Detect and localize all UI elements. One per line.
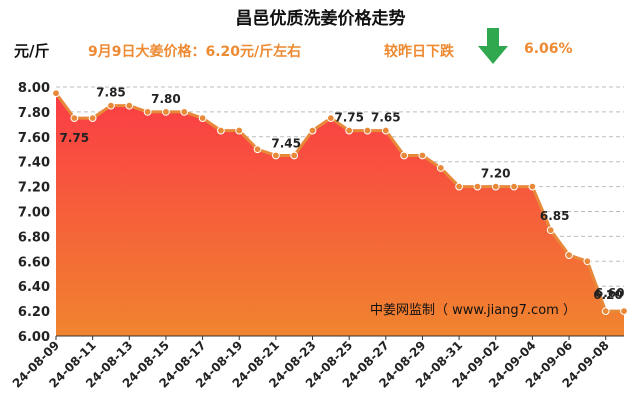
data-label: 6.60 bbox=[595, 286, 625, 300]
y-tick-label: 7.00 bbox=[18, 206, 50, 221]
y-tick-label: 6.40 bbox=[18, 280, 50, 295]
data-point bbox=[308, 126, 317, 135]
data-point bbox=[546, 226, 555, 235]
data-point bbox=[620, 307, 628, 316]
data-point bbox=[565, 251, 573, 259]
data-label: 7.75 bbox=[60, 131, 90, 145]
data-point bbox=[363, 126, 372, 135]
data-point bbox=[583, 257, 592, 266]
price-area bbox=[56, 93, 624, 336]
y-tick-label: 7.80 bbox=[18, 106, 50, 121]
data-point bbox=[418, 151, 427, 160]
y-tick-label: 7.40 bbox=[18, 156, 50, 171]
change-label: 较昨日下跌 bbox=[384, 44, 454, 60]
chart-title: 昌邑优质洗姜价格走势 bbox=[235, 9, 406, 29]
data-label: 7.85 bbox=[96, 86, 126, 100]
data-label: 7.20 bbox=[481, 167, 511, 181]
data-label: 7.45 bbox=[271, 136, 301, 150]
data-point bbox=[107, 101, 115, 110]
y-unit-label: 元/斤 bbox=[14, 42, 50, 60]
change-value: 6.06% bbox=[524, 41, 573, 57]
data-point bbox=[345, 126, 354, 135]
down-arrow-icon bbox=[478, 28, 508, 68]
data-label: 7.80 bbox=[151, 92, 181, 106]
data-point bbox=[180, 108, 189, 116]
data-point bbox=[491, 182, 500, 191]
y-tick-label: 6.60 bbox=[18, 255, 50, 270]
data-point bbox=[473, 182, 482, 191]
data-label: 6.20 bbox=[593, 288, 623, 302]
y-tick-label: 6.80 bbox=[18, 230, 50, 245]
data-label: 7.65 bbox=[371, 111, 401, 125]
data-point bbox=[381, 126, 390, 135]
price-note: 9月9日大姜价格：6.20元/斤左右 bbox=[88, 44, 302, 60]
data-point bbox=[271, 151, 280, 160]
data-point bbox=[528, 182, 537, 191]
data-point bbox=[88, 114, 97, 123]
data-point bbox=[162, 108, 170, 116]
watermark-text: 中姜网监制（ www.jiang7.com ） bbox=[370, 303, 576, 318]
data-point bbox=[510, 182, 518, 191]
data-point bbox=[52, 89, 60, 98]
y-tick-label: 7.20 bbox=[18, 181, 50, 196]
y-tick-label: 7.60 bbox=[18, 131, 50, 146]
data-point bbox=[400, 151, 409, 160]
data-label: 7.75 bbox=[334, 111, 364, 125]
data-point bbox=[217, 126, 225, 135]
data-point bbox=[125, 101, 134, 110]
data-point bbox=[290, 151, 299, 160]
data-point bbox=[143, 108, 152, 116]
data-label: 6.85 bbox=[540, 209, 570, 223]
data-point bbox=[436, 164, 445, 172]
data-point bbox=[198, 114, 207, 123]
y-tick-label: 6.20 bbox=[18, 305, 50, 320]
data-point bbox=[455, 182, 463, 191]
data-point bbox=[601, 307, 610, 316]
y-tick-label: 6.00 bbox=[18, 330, 50, 345]
data-point bbox=[70, 114, 79, 123]
data-point bbox=[253, 145, 262, 154]
y-tick-label: 8.00 bbox=[18, 81, 50, 96]
data-point bbox=[326, 114, 335, 123]
data-point bbox=[235, 126, 244, 135]
